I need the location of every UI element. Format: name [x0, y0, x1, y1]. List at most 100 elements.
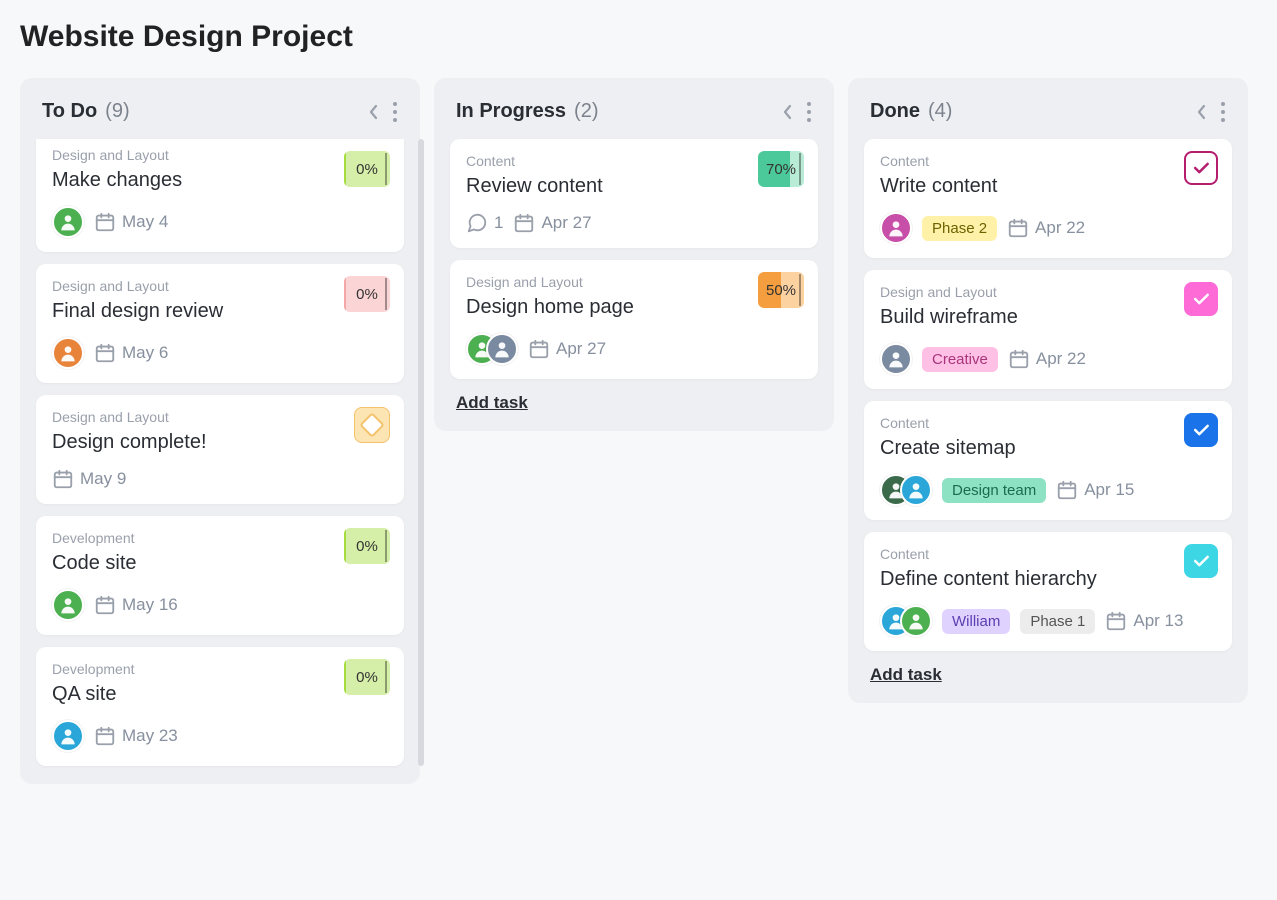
due-date[interactable]: Apr 22	[1007, 217, 1085, 239]
task-card[interactable]: Content Create sitemap Design team Apr 15	[864, 401, 1232, 520]
progress-badge: 0%	[344, 151, 390, 187]
column-count: (9)	[105, 100, 129, 123]
avatar-stack	[52, 206, 84, 238]
task-category: Design and Layout	[52, 278, 388, 294]
progress-badge: 50%	[758, 272, 804, 308]
due-date[interactable]: Apr 15	[1056, 479, 1134, 501]
kanban-column: In Progress (2) 70%Content Review content 1…	[434, 78, 834, 431]
due-date[interactable]: May 16	[94, 594, 178, 616]
task-category: Design and Layout	[52, 147, 388, 163]
task-card[interactable]: 0%Design and Layout Make changes May 4	[36, 139, 404, 252]
collapse-column-icon[interactable]	[782, 103, 794, 121]
column-menu-icon[interactable]	[392, 101, 398, 123]
task-category: Content	[466, 153, 802, 169]
calendar-icon	[94, 211, 116, 233]
calendar-icon	[1056, 479, 1078, 501]
task-card[interactable]: Design and LayoutBuild wireframeCreative…	[864, 270, 1232, 389]
card-list: 0%Design and LayoutMake changesMay 40%De…	[20, 139, 420, 766]
task-card[interactable]: 0%Design and LayoutFinal design reviewMa…	[36, 264, 404, 383]
task-title: Final design review	[52, 300, 388, 323]
task-card[interactable]: ContentDefine content hierarchyWilliamPh…	[864, 532, 1232, 651]
tag[interactable]: William	[942, 609, 1010, 634]
task-title: Design home page	[466, 296, 802, 319]
task-category: Content	[880, 153, 1216, 169]
avatar[interactable]	[880, 343, 912, 375]
card-list: ContentWrite contentPhase 2Apr 22Design …	[848, 139, 1248, 651]
collapse-column-icon[interactable]	[1196, 103, 1208, 121]
due-date[interactable]: Apr 22	[1008, 348, 1086, 370]
check-badge	[1184, 151, 1218, 185]
check-badge	[1184, 282, 1218, 316]
tag[interactable]: Phase 1	[1020, 609, 1095, 634]
column-menu-icon[interactable]	[1220, 101, 1226, 123]
task-card[interactable]: Design and LayoutDesign complete!May 9	[36, 395, 404, 504]
avatar[interactable]	[52, 337, 84, 369]
task-title: Build wireframe	[880, 306, 1216, 329]
calendar-icon	[94, 594, 116, 616]
progress-badge: 0%	[344, 528, 390, 564]
task-title: QA site	[52, 683, 388, 706]
avatar[interactable]	[52, 206, 84, 238]
calendar-icon	[528, 338, 550, 360]
task-title: Create sitemap	[880, 437, 1216, 460]
progress-badge: 0%	[344, 659, 390, 695]
avatar-stack	[52, 589, 84, 621]
avatar[interactable]	[52, 589, 84, 621]
avatar[interactable]	[900, 474, 932, 506]
tag[interactable]: Design team	[942, 478, 1046, 503]
comment-count[interactable]: 1	[466, 212, 503, 234]
task-card[interactable]: ContentWrite contentPhase 2Apr 22	[864, 139, 1232, 258]
due-date[interactable]: May 4	[94, 211, 168, 233]
calendar-icon	[1105, 610, 1127, 632]
due-date[interactable]: May 23	[94, 725, 178, 747]
due-date[interactable]: Apr 13	[1105, 610, 1183, 632]
task-card[interactable]: 0%Development QA site May 23	[36, 647, 404, 766]
calendar-icon	[1008, 348, 1030, 370]
task-title: Make changes	[52, 169, 388, 192]
card-list: 70%ContentReview content1Apr 2750%Design…	[434, 139, 834, 379]
due-date[interactable]: Apr 27	[528, 338, 606, 360]
avatar-stack	[466, 333, 518, 365]
calendar-icon	[513, 212, 535, 234]
milestone-badge	[354, 407, 390, 443]
calendar-icon	[52, 468, 74, 490]
avatar-stack	[880, 605, 932, 637]
due-date[interactable]: Apr 27	[513, 212, 591, 234]
kanban-column: To Do (9)0%Design and LayoutMake changes…	[20, 78, 420, 784]
task-category: Development	[52, 530, 388, 546]
due-date[interactable]: May 9	[52, 468, 126, 490]
tag[interactable]: Phase 2	[922, 216, 997, 241]
calendar-icon	[94, 342, 116, 364]
add-task-button[interactable]: Add task	[870, 665, 942, 685]
page-title: Website Design Project	[20, 20, 1257, 54]
tag[interactable]: Creative	[922, 347, 998, 372]
check-badge	[1184, 413, 1218, 447]
column-menu-icon[interactable]	[806, 101, 812, 123]
task-card[interactable]: 50%Design and Layout Design home page Apr …	[450, 260, 818, 379]
column-title: Done	[870, 100, 920, 123]
task-category: Design and Layout	[466, 274, 802, 290]
avatar-stack	[52, 720, 84, 752]
task-card[interactable]: 0%Development Code site May 16	[36, 516, 404, 635]
task-title: Review content	[466, 175, 802, 198]
column-count: (2)	[574, 100, 598, 123]
avatar-stack	[880, 212, 912, 244]
calendar-icon	[94, 725, 116, 747]
task-title: Design complete!	[52, 431, 388, 454]
progress-badge: 70%	[758, 151, 804, 187]
avatar[interactable]	[900, 605, 932, 637]
due-date[interactable]: May 6	[94, 342, 168, 364]
avatar[interactable]	[880, 212, 912, 244]
collapse-column-icon[interactable]	[368, 103, 380, 121]
add-task-button[interactable]: Add task	[456, 393, 528, 413]
column-title: In Progress	[456, 100, 566, 123]
task-title: Code site	[52, 552, 388, 575]
avatar-stack	[880, 474, 932, 506]
kanban-board: To Do (9)0%Design and LayoutMake changes…	[20, 78, 1257, 784]
avatar[interactable]	[486, 333, 518, 365]
avatar-stack	[880, 343, 912, 375]
task-category: Development	[52, 661, 388, 677]
task-card[interactable]: 70%Content Review content 1 Apr 27	[450, 139, 818, 248]
avatar[interactable]	[52, 720, 84, 752]
task-category: Content	[880, 415, 1216, 431]
